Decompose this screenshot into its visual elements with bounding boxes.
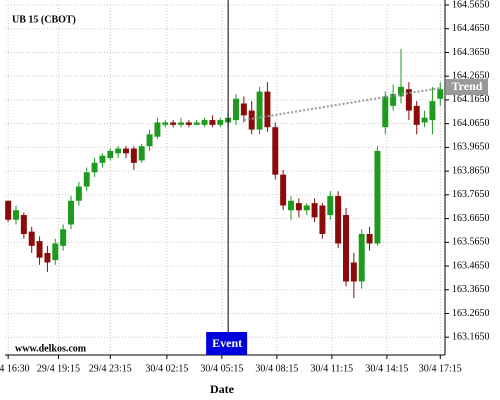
candle-body bbox=[358, 233, 365, 282]
candle-body bbox=[13, 210, 19, 220]
chart-title: UB 15 (CBOT) bbox=[12, 14, 76, 25]
x-axis-label: Date bbox=[210, 382, 235, 396]
y-tick-label: 164.3650 bbox=[452, 47, 490, 58]
trend-label: Trend bbox=[452, 79, 483, 93]
candle-body bbox=[303, 205, 310, 211]
candle-body bbox=[20, 215, 27, 234]
y-tick-label: 164.0650 bbox=[452, 118, 490, 129]
candle-body bbox=[240, 103, 247, 116]
y-tick-label: 163.2650 bbox=[452, 308, 490, 319]
candle-body bbox=[311, 203, 318, 218]
x-tick-label: 30/4 14:15 bbox=[365, 363, 408, 374]
candle-body bbox=[130, 148, 137, 163]
candle-body bbox=[248, 110, 255, 130]
candle-body bbox=[233, 98, 239, 121]
x-tick-label: 30/4 02:15 bbox=[145, 363, 188, 374]
candle-body bbox=[217, 120, 224, 125]
candle-body bbox=[154, 122, 161, 137]
candle-body bbox=[83, 172, 90, 187]
candle-body bbox=[91, 162, 98, 173]
y-tick-label: 163.7650 bbox=[452, 189, 490, 200]
y-tick-label: 164.4650 bbox=[452, 23, 490, 34]
candle-body bbox=[264, 91, 271, 128]
candle-body bbox=[44, 252, 51, 263]
event-label-box bbox=[206, 332, 248, 355]
y-tick-label: 163.3650 bbox=[452, 284, 490, 295]
y-tick-label: 164.2650 bbox=[452, 70, 490, 81]
event-label: Event bbox=[212, 336, 242, 350]
candle-body bbox=[99, 155, 106, 163]
x-tick-label: 30/4 08:15 bbox=[255, 363, 298, 374]
candle-body bbox=[138, 146, 145, 161]
candle-body bbox=[319, 205, 326, 234]
candle-body bbox=[398, 86, 404, 97]
candle-body bbox=[193, 122, 200, 125]
candle-body bbox=[272, 127, 279, 175]
candle-body bbox=[36, 241, 43, 258]
y-tick-label: 163.9650 bbox=[452, 142, 490, 153]
trend-label-box bbox=[446, 79, 488, 96]
candle-body bbox=[201, 120, 208, 125]
candle-body bbox=[170, 122, 177, 125]
candle-body bbox=[366, 233, 373, 244]
watermark: www.delkos.com bbox=[15, 343, 87, 354]
candle-body bbox=[146, 134, 153, 147]
x-tick-label: 30/4 17:15 bbox=[419, 363, 462, 374]
x-tick-label: 30/4 11:15 bbox=[311, 363, 354, 374]
candle-body bbox=[52, 243, 59, 261]
y-tick-label: 163.4650 bbox=[452, 260, 490, 271]
candle-body bbox=[178, 122, 184, 125]
x-tick-label: 29/4 19:15 bbox=[37, 363, 80, 374]
candle-body bbox=[75, 186, 82, 201]
candle-body bbox=[162, 122, 169, 125]
candle-body bbox=[288, 200, 294, 211]
y-tick-label: 164.1650 bbox=[452, 94, 490, 105]
x-tick-label: 29/4 16:30 bbox=[0, 363, 30, 374]
candle-body bbox=[382, 96, 389, 128]
candle-body bbox=[256, 91, 263, 130]
x-tick-label: 30/4 05:15 bbox=[200, 363, 243, 374]
candle-body bbox=[28, 231, 35, 246]
candle-body bbox=[335, 196, 342, 244]
candle-body bbox=[437, 89, 444, 99]
candle-body bbox=[115, 148, 122, 154]
y-tick-label: 163.5650 bbox=[452, 237, 490, 248]
candle-body bbox=[327, 196, 334, 215]
candle-body bbox=[60, 229, 67, 246]
trend-line bbox=[243, 87, 441, 122]
y-tick-label: 163.6650 bbox=[452, 213, 490, 224]
y-tick-label: 163.1650 bbox=[452, 332, 490, 343]
candle-body bbox=[5, 200, 12, 220]
candle-body bbox=[343, 215, 349, 282]
y-tick-label: 163.8650 bbox=[452, 165, 490, 176]
candle-body bbox=[280, 174, 287, 206]
candle-body bbox=[68, 200, 74, 225]
candle-body bbox=[429, 101, 436, 121]
candle-body bbox=[405, 89, 412, 111]
candle-body bbox=[350, 262, 357, 282]
candle-body bbox=[374, 150, 381, 244]
candle-body bbox=[295, 203, 302, 211]
candle-body bbox=[185, 122, 192, 125]
candle-body bbox=[413, 105, 420, 125]
candle-body bbox=[390, 93, 397, 106]
candle-body bbox=[421, 117, 428, 123]
x-tick-label: 29/4 23:15 bbox=[89, 363, 132, 374]
y-tick-label: 164.5650 bbox=[452, 0, 490, 10]
candle-body bbox=[209, 120, 216, 125]
candle-body bbox=[123, 148, 129, 154]
candle-body bbox=[107, 150, 114, 159]
